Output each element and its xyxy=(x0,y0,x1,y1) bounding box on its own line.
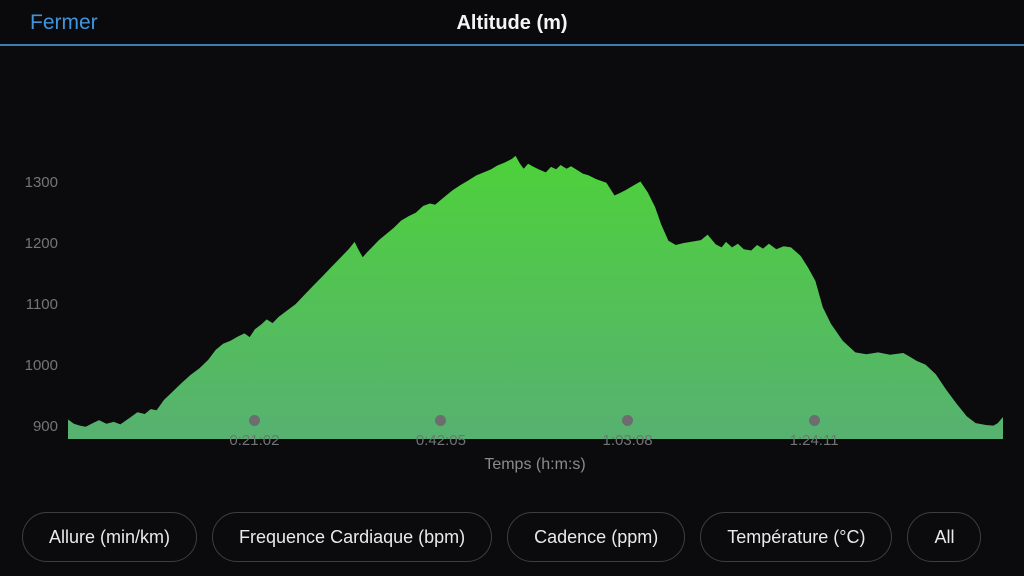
x-tick-label: 0:42:05 xyxy=(415,432,466,449)
y-tick-label: 1300 xyxy=(24,173,58,191)
page-title: Altitude (m) xyxy=(456,11,568,34)
x-tick-dot xyxy=(435,415,447,426)
altitude-area-svg xyxy=(68,155,1003,439)
x-tick-dot xyxy=(622,415,634,426)
metric-button-temp-rature-c[interactable]: Température (°C) xyxy=(700,512,893,562)
y-tick-label: 1100 xyxy=(25,295,58,313)
metric-button-all[interactable]: All xyxy=(907,512,982,562)
x-tick-label: 0:21:02 xyxy=(229,432,280,449)
y-tick-label: 1200 xyxy=(24,234,58,252)
y-tick-label: 900 xyxy=(32,417,58,435)
y-tick-label: 1000 xyxy=(24,356,58,374)
x-tick-dot xyxy=(248,415,260,426)
metric-button-allure-min-km[interactable]: Allure (min/km) xyxy=(22,512,198,562)
metric-button-cadence-ppm[interactable]: Cadence (ppm) xyxy=(507,512,686,562)
altitude-area-path xyxy=(68,155,1003,439)
altitude-chart: 900 1000 1100 1200 1300 0:21:02 0:42:05 1:03:0… xyxy=(0,46,1024,486)
close-button[interactable]: Fermer xyxy=(30,0,98,46)
x-tick-label: 1:03:08 xyxy=(602,432,653,449)
x-tick-label: 1:24:11 xyxy=(789,432,839,449)
header-bar: Fermer Altitude (m) xyxy=(0,0,1024,46)
metric-button-frequence-cardiaque-bpm[interactable]: Frequence Cardiaque (bpm) xyxy=(212,512,493,562)
metric-selector-row: Allure (min/km) Frequence Cardiaque (bpm)… xyxy=(22,512,982,562)
x-tick-dot xyxy=(808,415,820,426)
x-axis-title: Temps (h:m:s) xyxy=(484,456,586,473)
